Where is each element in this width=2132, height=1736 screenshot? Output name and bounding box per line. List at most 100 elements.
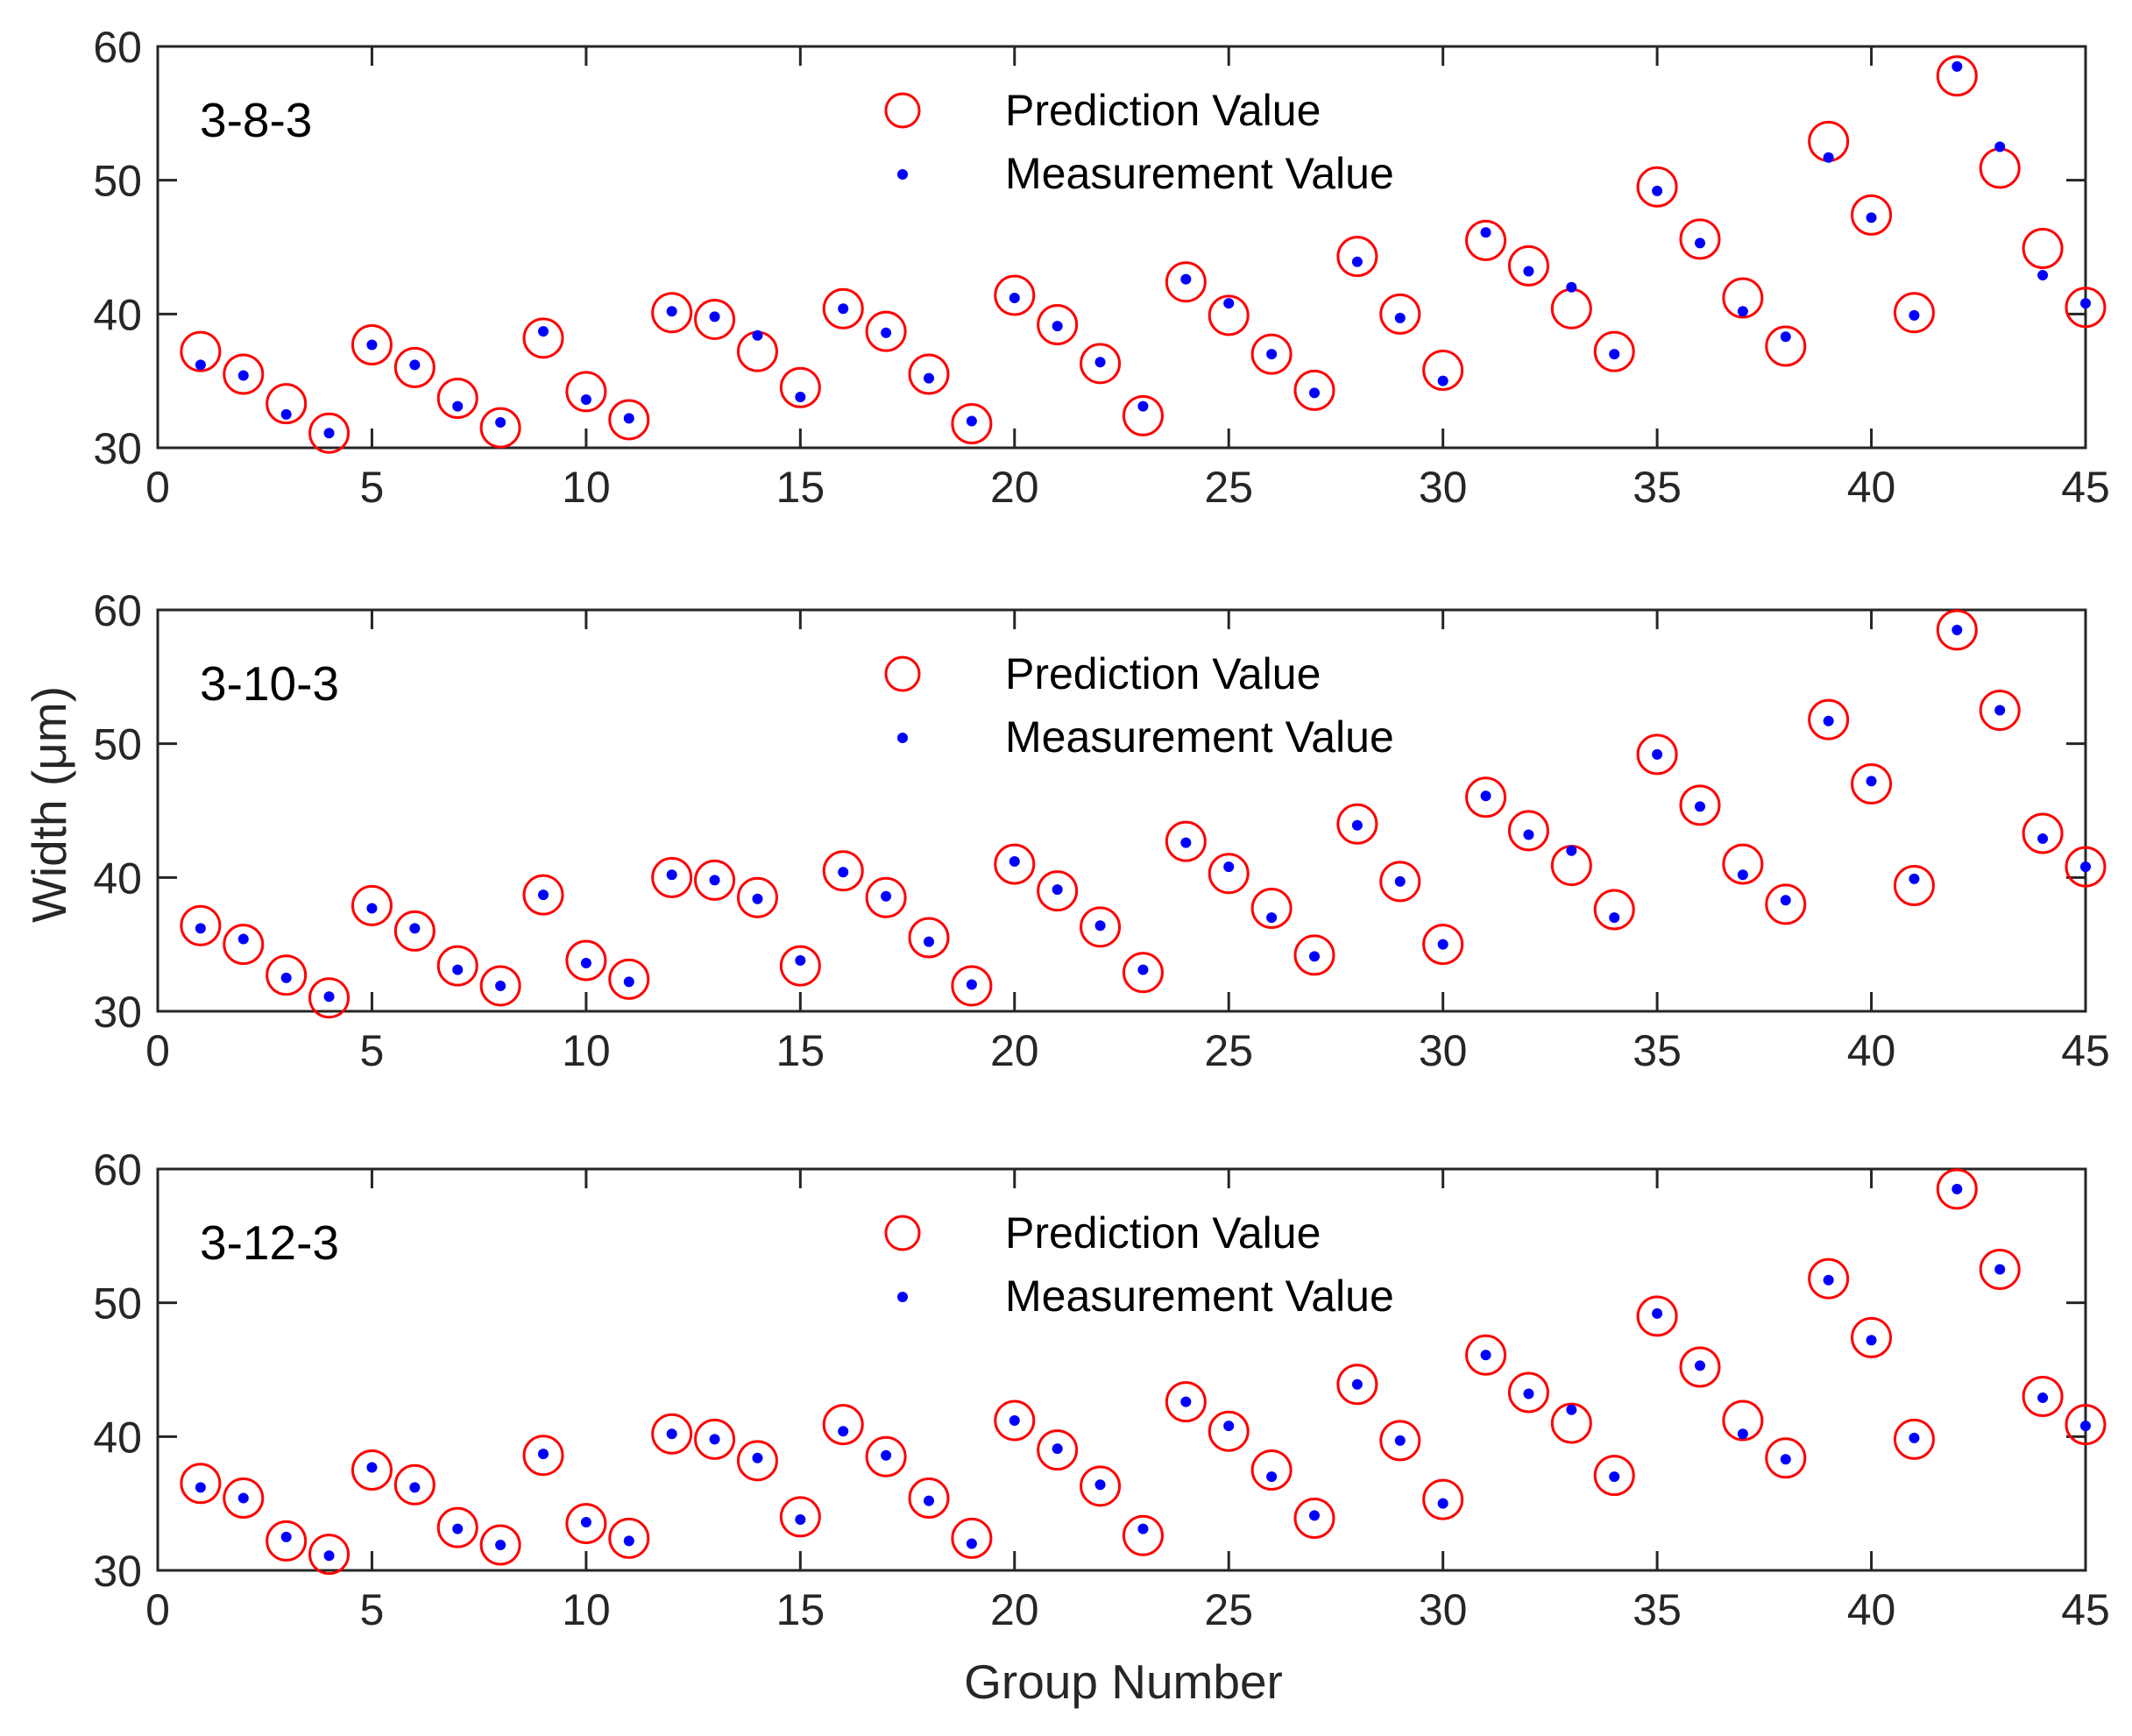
measurement-point — [495, 416, 506, 428]
x-tick-label: 30 — [1419, 463, 1468, 512]
measurement-point — [237, 1492, 249, 1504]
prediction-point — [608, 399, 650, 441]
measurement-point — [1266, 912, 1278, 924]
prediction-point — [393, 346, 436, 388]
prediction-point — [1808, 1258, 1850, 1300]
prediction-point — [1165, 820, 1207, 862]
prediction-point — [565, 1503, 607, 1545]
x-tick-label: 30 — [1419, 1585, 1468, 1634]
x-tick-label: 0 — [145, 1026, 170, 1075]
prediction-point — [865, 310, 907, 352]
measurement-point — [409, 923, 421, 934]
y-tick-label: 50 — [93, 157, 142, 206]
legend-prediction-marker — [884, 92, 921, 129]
y-tick-label: 60 — [93, 586, 142, 635]
measurement-point — [1180, 837, 1192, 848]
measurement-point — [195, 359, 206, 371]
measurement-point — [966, 979, 977, 990]
measurement-point — [1052, 884, 1063, 896]
prediction-point — [1722, 843, 1764, 885]
prediction-point — [951, 1517, 993, 1559]
prediction-point — [1465, 776, 1507, 818]
prediction-point — [994, 1399, 1036, 1442]
prediction-point — [1893, 864, 1935, 906]
measurement-point — [1180, 273, 1192, 285]
x-tick-label: 0 — [145, 463, 170, 512]
prediction-point — [1208, 853, 1250, 895]
measurement-point — [1437, 939, 1448, 950]
measurement-point — [452, 400, 464, 412]
legend: Prediction Value Measurement Value — [884, 1208, 1394, 1321]
x-tick-label: 20 — [990, 1585, 1039, 1634]
prediction-point — [1465, 219, 1507, 261]
legend-measurement-marker — [897, 733, 908, 743]
prediction-point — [994, 843, 1036, 885]
prediction-point — [865, 876, 907, 918]
measurement-point — [881, 890, 892, 902]
y-tick-label: 40 — [93, 290, 142, 339]
prediction-point — [351, 323, 393, 365]
measurement-point — [1737, 1428, 1748, 1440]
measurement-point — [1309, 951, 1320, 962]
x-tick-label: 35 — [1633, 1585, 1682, 1634]
measurement-point — [1394, 312, 1406, 323]
measurement-point — [1909, 873, 1920, 884]
prediction-point — [1765, 325, 1807, 367]
prediction-point — [479, 965, 521, 1007]
x-tick-label: 30 — [1419, 1026, 1468, 1075]
prediction-point — [393, 1463, 436, 1506]
measurement-point — [366, 1462, 378, 1473]
measurement-point — [1780, 1454, 1791, 1465]
measurement-point — [495, 980, 506, 991]
measurement-point — [495, 1539, 506, 1550]
prediction-point — [1765, 1437, 1807, 1479]
prediction-point — [1336, 236, 1378, 278]
legend-measurement-label: Measurement Value — [1005, 712, 1394, 762]
prediction-point — [1037, 1429, 1079, 1471]
prediction-point — [1080, 1465, 1122, 1507]
prediction-point — [1379, 1420, 1421, 1462]
y-tick-label: 40 — [93, 854, 142, 903]
prediction-point — [1208, 294, 1250, 337]
prediction-point — [436, 1506, 478, 1548]
y-tick-label: 60 — [93, 1145, 142, 1194]
measurement-point — [323, 1550, 335, 1562]
measurement-point — [1994, 705, 2006, 716]
measurement-point — [623, 1535, 634, 1547]
measurement-point — [924, 936, 934, 947]
legend-prediction-marker — [884, 1215, 921, 1251]
panel-title: 3-10-3 — [200, 656, 339, 711]
measurement-point — [1866, 212, 1877, 223]
prediction-point — [308, 977, 351, 1019]
measurement-point — [709, 1434, 720, 1445]
measurement-point — [2080, 861, 2091, 873]
measurement-point — [1566, 281, 1577, 293]
prediction-point — [1422, 1478, 1464, 1520]
measurement-point — [2037, 270, 2049, 281]
measurement-point — [1695, 801, 1705, 812]
measurement-point — [1951, 60, 1963, 72]
measurement-point — [1909, 1432, 1920, 1443]
measurement-point — [666, 1428, 677, 1440]
measurement-point — [452, 1523, 464, 1534]
prediction-point — [865, 1435, 907, 1477]
prediction-point — [1936, 1168, 1978, 1210]
measurement-point — [752, 893, 763, 904]
prediction-point — [1379, 861, 1421, 903]
measurement-point — [1737, 306, 1748, 317]
prediction-point — [2022, 228, 2064, 270]
y-tick-label: 30 — [93, 1547, 142, 1596]
measurement-point — [1009, 856, 1020, 868]
measurement-point — [1309, 387, 1320, 399]
measurement-point — [1780, 331, 1791, 343]
x-tick-label: 45 — [2061, 463, 2110, 512]
prediction-point — [779, 366, 821, 408]
prediction-point — [651, 292, 693, 334]
measurement-point — [1437, 1498, 1448, 1509]
x-tick-label: 40 — [1847, 1585, 1896, 1634]
prediction-point — [1636, 1295, 1678, 1337]
legend: Prediction Value Measurement Value — [884, 86, 1394, 198]
measurement-point — [1523, 1388, 1534, 1399]
x-tick-label: 0 — [145, 1585, 170, 1634]
measurement-point — [1094, 920, 1106, 932]
